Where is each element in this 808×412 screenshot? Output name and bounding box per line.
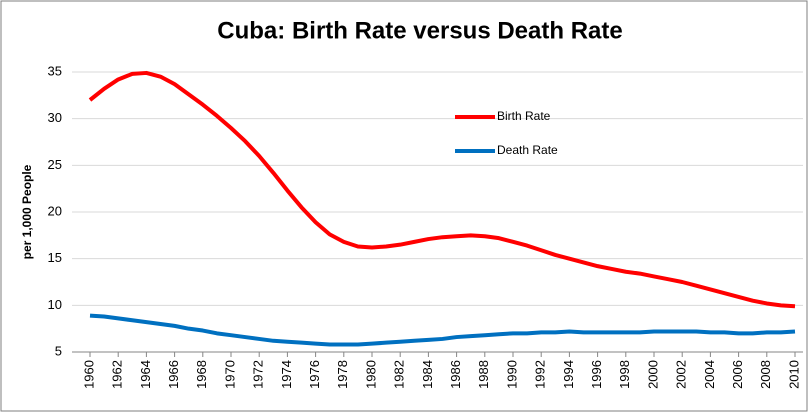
x-tick-label: 1996	[589, 360, 604, 389]
x-tick-label: 1998	[617, 360, 632, 389]
x-tick-label: 1966	[166, 360, 181, 389]
x-tick-label: 1978	[335, 360, 350, 389]
x-tick-label: 1968	[194, 360, 209, 389]
x-tick-label: 1984	[420, 360, 435, 389]
y-tick-label: 15	[48, 250, 62, 265]
y-tick-label: 35	[48, 63, 62, 78]
x-tick-label: 1962	[110, 360, 125, 389]
x-tick-label: 1970	[222, 360, 237, 389]
legend-label: Death Rate	[497, 143, 558, 157]
line-series	[89, 313, 796, 347]
x-tick-label: 1990	[504, 360, 519, 389]
x-tick-label: 1982	[392, 360, 407, 389]
x-tick-label: 1974	[279, 360, 294, 389]
line-series	[88, 70, 796, 309]
y-tick-label: 30	[48, 110, 62, 125]
y-tick-label: 5	[55, 343, 62, 358]
x-tick-label: 2002	[674, 360, 689, 389]
x-tick-label: 1988	[476, 360, 491, 389]
x-tick-label: 1986	[448, 360, 463, 389]
x-tick-label: 2006	[730, 360, 745, 389]
y-tick-label: 25	[48, 157, 62, 172]
x-tick-label: 1960	[81, 360, 96, 389]
x-tick-label: 1980	[363, 360, 378, 389]
x-tick-label: 2008	[758, 360, 773, 389]
x-tick-label: 2004	[702, 360, 717, 389]
chart-title: Cuba: Birth Rate versus Death Rate	[217, 17, 622, 44]
x-tick-label: 2010	[786, 360, 801, 389]
x-tick-label: 1972	[251, 360, 266, 389]
legend-label: Birth Rate	[497, 109, 551, 123]
x-tick-label: 1992	[533, 360, 548, 389]
y-axis-label: per 1,000 People	[20, 164, 34, 259]
y-tick-label: 20	[48, 203, 62, 218]
x-tick-label: 1994	[561, 360, 576, 389]
x-tick-label: 1964	[138, 360, 153, 389]
x-tick-label: 2000	[645, 360, 660, 389]
y-tick-label: 10	[48, 297, 62, 312]
x-tick-label: 1976	[307, 360, 322, 389]
